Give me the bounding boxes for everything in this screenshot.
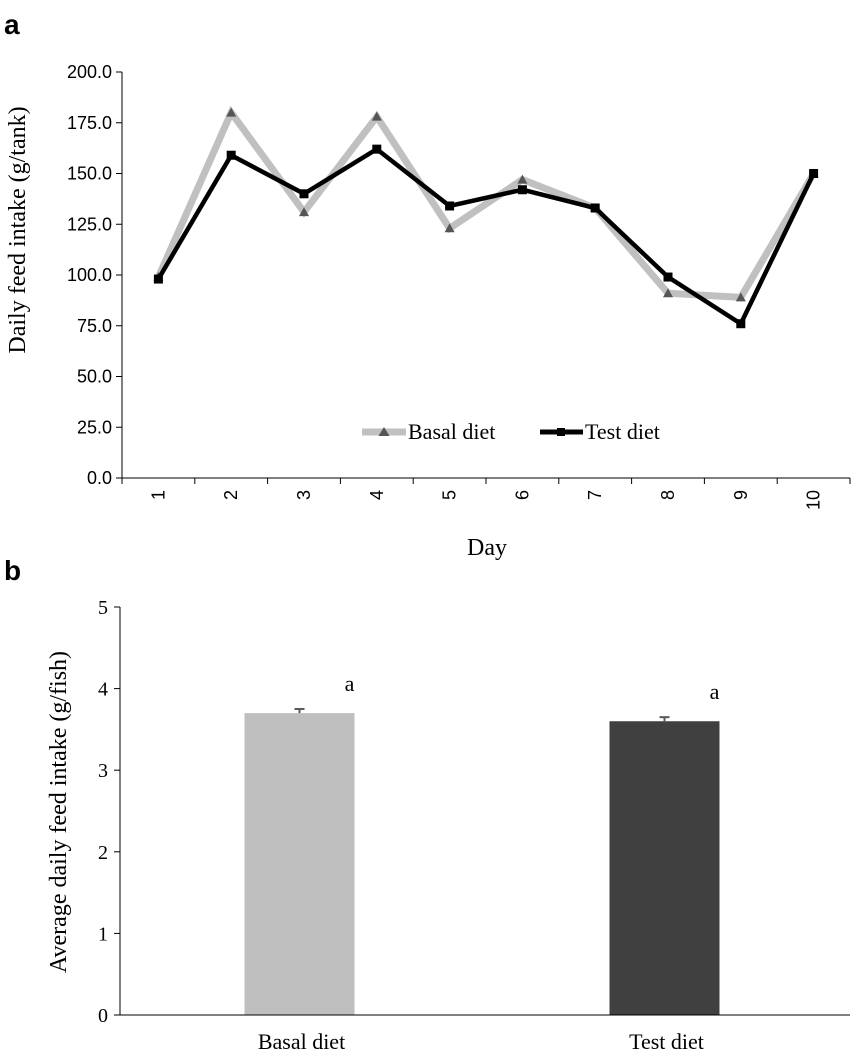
x-tick-marks [121, 478, 851, 484]
x-tick-label: 2 [221, 490, 241, 500]
marker-test-diet [372, 144, 382, 154]
marker-test-diet [299, 189, 309, 199]
y-tick-label: 4 [98, 679, 108, 701]
y-tick-label: 5 [98, 597, 108, 619]
legend-basal-marker [378, 427, 390, 436]
panel-label-a: a [4, 9, 20, 40]
significance-letter: a [710, 679, 720, 704]
y-axis-label: Daily feed intake (g/tank) [5, 106, 31, 353]
y-tick-label: 125.0 [67, 214, 112, 234]
x-tick-label: Test diet [629, 1029, 704, 1054]
marker-basal-diet [517, 174, 528, 184]
x-tick-label: 1 [148, 490, 168, 500]
marker-test-diet [809, 169, 819, 178]
y-tick-label: 0 [98, 1005, 108, 1027]
y-tick-label: 200.0 [67, 62, 112, 82]
significance-letter: a [345, 671, 355, 696]
y-tick-label: 2 [98, 842, 108, 864]
x-tick-label: 4 [367, 490, 387, 500]
y-tick-marks [116, 71, 122, 479]
y-tick-label: 25.0 [77, 417, 112, 437]
marker-test-diet [153, 274, 163, 284]
y-axis-label: Average daily feed intake (g/fish) [46, 651, 72, 973]
y-tick-label: 0.0 [87, 468, 112, 488]
x-tick-label: 5 [440, 490, 460, 500]
marker-basal-diet [444, 223, 455, 233]
marker-test-diet [445, 201, 455, 211]
y-tick-labels: 0 1 2 3 4 5 [98, 597, 108, 1027]
x-tick-label: 7 [585, 490, 605, 500]
panel-label-b: b [4, 555, 21, 586]
x-tick-label: Basal diet [258, 1029, 345, 1054]
legend-test-marker [557, 428, 565, 436]
y-tick-label: 75.0 [77, 316, 112, 336]
series-line-basal-diet [155, 105, 817, 301]
x-tick-label: 3 [294, 490, 314, 500]
marker-basal-diet [299, 207, 309, 217]
line-chart-daily-feed-intake: 0.0 25.0 50.0 75.0 100.0 125.0 150.0 175.0 200.0… [5, 62, 851, 561]
bar-test-diet [609, 721, 720, 1015]
marker-test-diet [226, 150, 236, 160]
legend-test-label: Test diet [585, 419, 660, 444]
marker-test-diet [663, 272, 673, 282]
legend: Basal diet Test diet [362, 419, 660, 444]
x-tick-label: 6 [512, 490, 532, 500]
marker-test-diet [517, 185, 527, 195]
marker-basal-diet [663, 288, 673, 298]
x-tick-label: 10 [804, 490, 824, 510]
x-axis-label: Day [467, 535, 507, 561]
y-tick-label: 1 [98, 923, 108, 945]
y-tick-label: 50.0 [77, 367, 112, 387]
y-tick-label: 175.0 [67, 113, 112, 133]
y-tick-labels: 0.0 25.0 50.0 75.0 100.0 125.0 150.0 175.0 200.0 [67, 62, 112, 488]
y-tick-label: 150.0 [67, 164, 112, 184]
x-tick-label: 8 [658, 490, 678, 500]
x-tick-label: 9 [731, 490, 751, 500]
marker-test-diet [590, 203, 600, 213]
y-tick-label: 3 [98, 760, 108, 782]
bar-basal-diet [244, 713, 355, 1015]
marker-basal-diet [371, 111, 382, 121]
y-tick-marks [114, 606, 120, 1016]
marker-test-diet [736, 319, 746, 329]
x-tick-labels: 1 2 3 4 5 6 7 8 9 10 [148, 490, 823, 510]
y-tick-label: 100.0 [67, 265, 112, 285]
legend-basal-label: Basal diet [408, 419, 495, 444]
x-tick-labels: Basal diet Test diet [258, 1029, 704, 1054]
series-line-test-diet [156, 146, 816, 327]
marker-basal-diet [226, 107, 237, 117]
series-group [153, 105, 819, 329]
marker-basal-diet [735, 292, 746, 302]
